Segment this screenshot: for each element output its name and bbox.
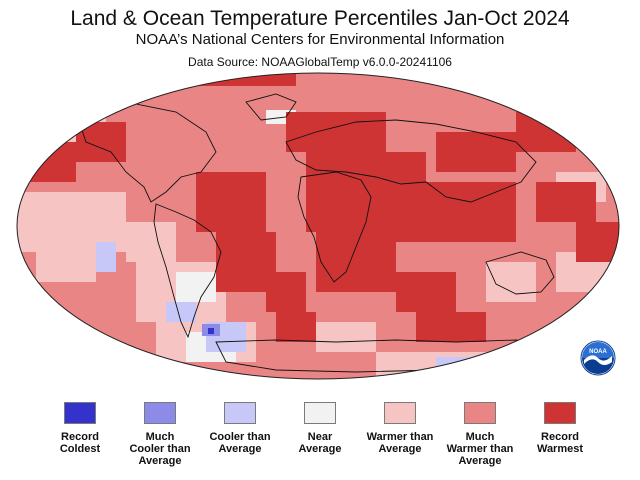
legend-swatch (544, 402, 576, 424)
legend-item: Record Warmest (520, 402, 600, 455)
legend-label: Much Warmer than Average (446, 431, 514, 467)
legend-swatch (304, 402, 336, 424)
data-source: Data Source: NOAAGlobalTemp v6.0.0-20241… (188, 55, 452, 69)
percentile-grid (17, 73, 619, 379)
legend-label: Record Coldest (59, 431, 101, 455)
noaa-logo-text: NOAA (589, 349, 607, 355)
map-subtitle: NOAA’s National Centers for Environmenta… (135, 31, 505, 48)
legend-item: Cooler than Average (200, 402, 280, 455)
legend-label: Record Warmest (536, 431, 584, 455)
percentile-legend: Record Coldest Much Cooler than Average Coole… (40, 402, 616, 472)
legend-swatch (464, 402, 496, 424)
legend-item: Record Coldest (40, 402, 120, 455)
legend-label: Warmer than Average (366, 431, 434, 455)
noaa-logo: NOAA (580, 340, 616, 376)
legend-swatch (224, 402, 256, 424)
legend-swatch (384, 402, 416, 424)
map-title: Land & Ocean Temperature Percentiles Jan… (70, 7, 570, 30)
legend-label: Much Cooler than Average (129, 431, 191, 467)
legend-item: Much Cooler than Average (120, 402, 200, 467)
world-temperature-map (16, 72, 620, 380)
legend-item: Near Average (280, 402, 360, 455)
legend-swatch (64, 402, 96, 424)
map-border (16, 72, 620, 380)
legend-item: Warmer than Average (360, 402, 440, 455)
legend-label: Cooler than Average (209, 431, 271, 455)
legend-item: Much Warmer than Average (440, 402, 520, 467)
legend-label: Near Average (298, 431, 342, 455)
legend-swatch (144, 402, 176, 424)
